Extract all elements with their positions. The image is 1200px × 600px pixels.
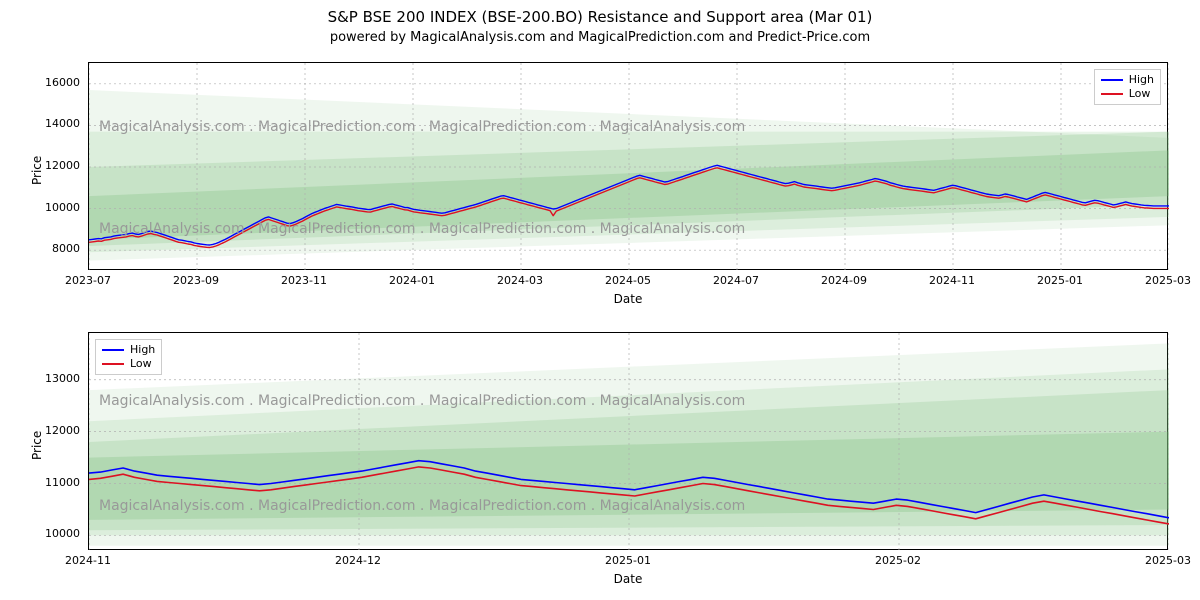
x-axis-label: Date — [88, 292, 1168, 306]
x-tick-label: 2024-11 — [929, 274, 975, 287]
legend-swatch — [102, 363, 124, 365]
y-tick-label: 11000 — [0, 476, 80, 489]
top-chart-svg — [89, 63, 1169, 271]
legend-item-low: Low — [1101, 87, 1154, 101]
y-tick-label: 12000 — [0, 159, 80, 172]
chart-subtitle: powered by MagicalAnalysis.com and Magic… — [0, 30, 1200, 45]
y-tick-label: 10000 — [0, 527, 80, 540]
chart-title: S&P BSE 200 INDEX (BSE-200.BO) Resistanc… — [0, 8, 1200, 26]
x-tick-label: 2024-03 — [497, 274, 543, 287]
legend-label: Low — [130, 357, 152, 371]
legend-swatch — [1101, 79, 1123, 81]
legend-swatch — [102, 349, 124, 351]
y-tick-label: 12000 — [0, 424, 80, 437]
x-tick-label: 2025-01 — [605, 554, 651, 567]
legend-swatch — [1101, 93, 1123, 95]
x-tick-label: 2024-11 — [65, 554, 111, 567]
y-tick-label: 8000 — [0, 242, 80, 255]
bottom-chart-panel: MagicalAnalysis.com . MagicalPrediction.… — [88, 332, 1168, 550]
legend: High Low — [95, 339, 162, 375]
x-tick-label: 2024-09 — [821, 274, 867, 287]
bottom-chart-svg — [89, 333, 1169, 551]
y-tick-label: 10000 — [0, 201, 80, 214]
x-tick-label: 2024-01 — [389, 274, 435, 287]
x-tick-label: 2023-11 — [281, 274, 327, 287]
figure: S&P BSE 200 INDEX (BSE-200.BO) Resistanc… — [0, 0, 1200, 600]
top-chart-panel: MagicalAnalysis.com . MagicalPrediction.… — [88, 62, 1168, 270]
y-tick-label: 16000 — [0, 76, 80, 89]
legend-label: High — [130, 343, 155, 357]
x-tick-label: 2023-07 — [65, 274, 111, 287]
legend-label: High — [1129, 73, 1154, 87]
legend-label: Low — [1129, 87, 1151, 101]
legend-item-low: Low — [102, 357, 155, 371]
y-tick-label: 14000 — [0, 117, 80, 130]
legend: High Low — [1094, 69, 1161, 105]
x-axis-label: Date — [88, 572, 1168, 586]
x-tick-label: 2025-03 — [1145, 274, 1191, 287]
x-tick-label: 2024-05 — [605, 274, 651, 287]
x-tick-label: 2025-01 — [1037, 274, 1083, 287]
x-tick-label: 2025-02 — [875, 554, 921, 567]
x-tick-label: 2023-09 — [173, 274, 219, 287]
x-tick-label: 2024-07 — [713, 274, 759, 287]
legend-item-high: High — [1101, 73, 1154, 87]
x-tick-label: 2024-12 — [335, 554, 381, 567]
legend-item-high: High — [102, 343, 155, 357]
x-tick-label: 2025-03 — [1145, 554, 1191, 567]
y-tick-label: 13000 — [0, 372, 80, 385]
